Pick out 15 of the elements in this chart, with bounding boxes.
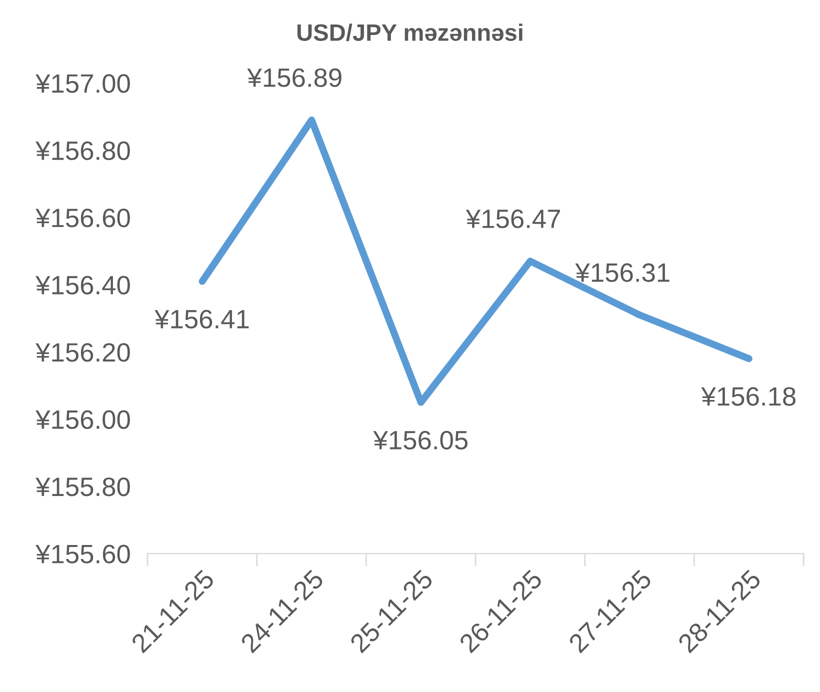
text: ¥156.05	[373, 430, 468, 450]
text: ¥156.47	[466, 210, 560, 228]
y-tick-label: ¥157.00	[36, 74, 130, 93]
text: ¥156.31	[575, 263, 670, 282]
y-tick-label: ¥155.80	[36, 478, 130, 496]
text: ¥156.41	[154, 310, 249, 329]
text: ¥156.89	[247, 68, 342, 88]
y-tick-label: ¥156.00	[36, 410, 130, 429]
y-tick-label: ¥156.60	[36, 208, 130, 228]
y-tick-label: ¥155.60	[36, 544, 130, 564]
chart-title: USD/JPY məzənnəsi	[297, 24, 522, 42]
y-tick-label: ¥156.20	[36, 343, 130, 362]
y-tick-label: ¥156.40	[36, 276, 130, 295]
y-tick-label: ¥156.80	[36, 141, 130, 160]
text: ¥156.18	[701, 387, 796, 406]
